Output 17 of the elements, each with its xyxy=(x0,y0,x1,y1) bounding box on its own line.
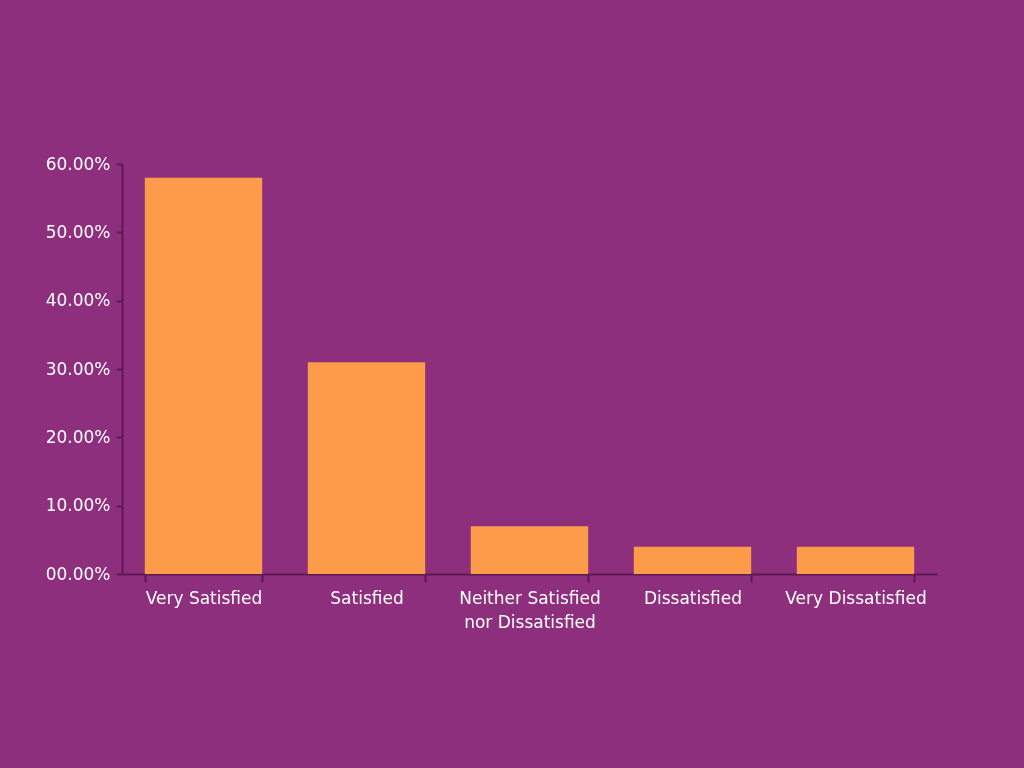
bar xyxy=(307,362,426,574)
x-tick-label: Very Dissatisfied xyxy=(785,587,927,608)
bar xyxy=(470,526,589,574)
bar xyxy=(796,546,915,574)
x-tick-label: Very Satisfied xyxy=(145,587,263,608)
x-tick-label: Neither Satisfied nor Dissatisfied xyxy=(459,587,601,632)
y-tick-label: 40.00% xyxy=(45,290,111,311)
y-tick-label: 50.00% xyxy=(45,221,111,242)
bar xyxy=(633,546,752,574)
y-tick-label: 00.00% xyxy=(45,563,111,584)
x-tick-label: Satisfied xyxy=(330,587,404,608)
y-tick-label: 20.00% xyxy=(45,426,111,447)
x-tick-label: Dissatisfied xyxy=(643,587,743,608)
bar xyxy=(144,177,263,574)
y-tick-label: 60.00% xyxy=(45,153,111,174)
y-tick-label: 30.00% xyxy=(45,358,111,379)
y-tick-label: 10.00% xyxy=(45,495,111,516)
